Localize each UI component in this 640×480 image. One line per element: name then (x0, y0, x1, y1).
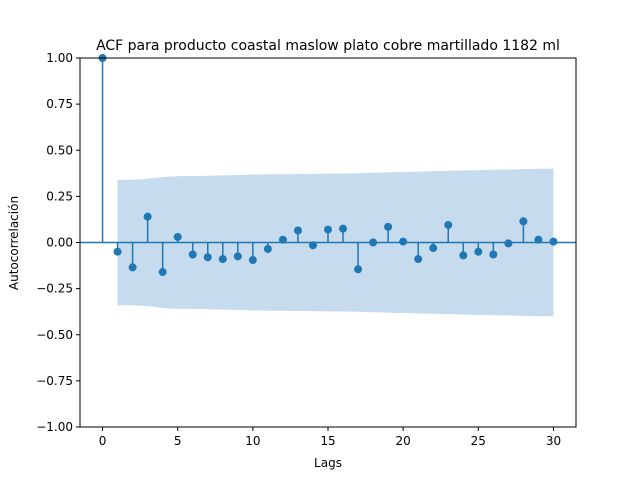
y-ticks: −1.00 −0.75 −0.50 −0.25 0.00 0.25 0.50 0.75 1.00 (36, 51, 80, 434)
stem-marker-lag-20 (399, 237, 408, 246)
stem-marker-lag-19 (384, 222, 393, 231)
stem-marker-lag-27 (504, 239, 513, 248)
stem-marker-lag-25 (474, 247, 483, 256)
y-tick-label-3: −0.25 (36, 282, 73, 296)
stem-marker-lag-28 (519, 217, 528, 226)
y-tick-label-8: 1.00 (46, 51, 73, 65)
stem-marker-lag-3 (143, 212, 152, 221)
stem-marker-lag-29 (534, 235, 543, 244)
x-axis-label: Lags (314, 456, 342, 470)
stem-marker-lag-23 (444, 220, 453, 229)
stem-marker-lag-12 (278, 235, 287, 244)
stem-marker-lag-17 (354, 265, 363, 274)
y-tick-label-0: −1.00 (36, 420, 73, 434)
y-tick-label-1: −0.75 (36, 374, 73, 388)
y-tick-label-4: 0.00 (46, 236, 73, 250)
stem-marker-lag-6 (188, 250, 197, 259)
stem-marker-lag-4 (158, 268, 167, 277)
y-axis-label: Autocorrelación (7, 196, 21, 290)
y-tick-label-6: 0.50 (46, 143, 73, 157)
stem-marker-lag-18 (369, 238, 378, 247)
stem-marker-lag-15 (324, 225, 332, 234)
y-tick-label-5: 0.25 (46, 189, 73, 203)
stem-marker-lag-21 (414, 255, 423, 264)
stem-marker-lag-9 (233, 252, 242, 261)
x-tick-label-0: 0 (99, 434, 107, 448)
y-tick-label-7: 0.75 (46, 97, 73, 111)
stem-marker-lag-5 (173, 232, 182, 241)
stem-marker-lag-2 (128, 263, 137, 272)
x-tick-label-30: 30 (546, 434, 561, 448)
x-tick-label-15: 15 (320, 434, 335, 448)
x-ticks: 0 5 10 15 20 25 30 (99, 427, 561, 448)
stem-marker-lag-8 (218, 255, 227, 264)
stem-marker-lag-14 (308, 241, 317, 250)
stem-marker-lag-24 (459, 251, 468, 260)
stem-layer (98, 54, 558, 277)
x-tick-label-25: 25 (471, 434, 486, 448)
y-tick-label-2: −0.50 (36, 328, 73, 342)
stem-marker-lag-11 (263, 244, 272, 253)
stem-marker-lag-1 (113, 247, 122, 256)
stem-marker-lag-22 (429, 244, 438, 253)
stem-marker-lag-10 (248, 256, 257, 265)
x-tick-label-10: 10 (245, 434, 260, 448)
stem-marker-lag-16 (339, 224, 348, 233)
x-tick-label-20: 20 (396, 434, 411, 448)
stem-marker-lag-13 (293, 226, 302, 235)
chart-title: ACF para producto coastal maslow plato c… (96, 38, 560, 54)
stem-marker-lag-7 (203, 253, 212, 262)
stem-marker-lag-30 (549, 237, 558, 246)
x-tick-label-5: 5 (174, 434, 182, 448)
stem-marker-lag-26 (489, 250, 498, 259)
